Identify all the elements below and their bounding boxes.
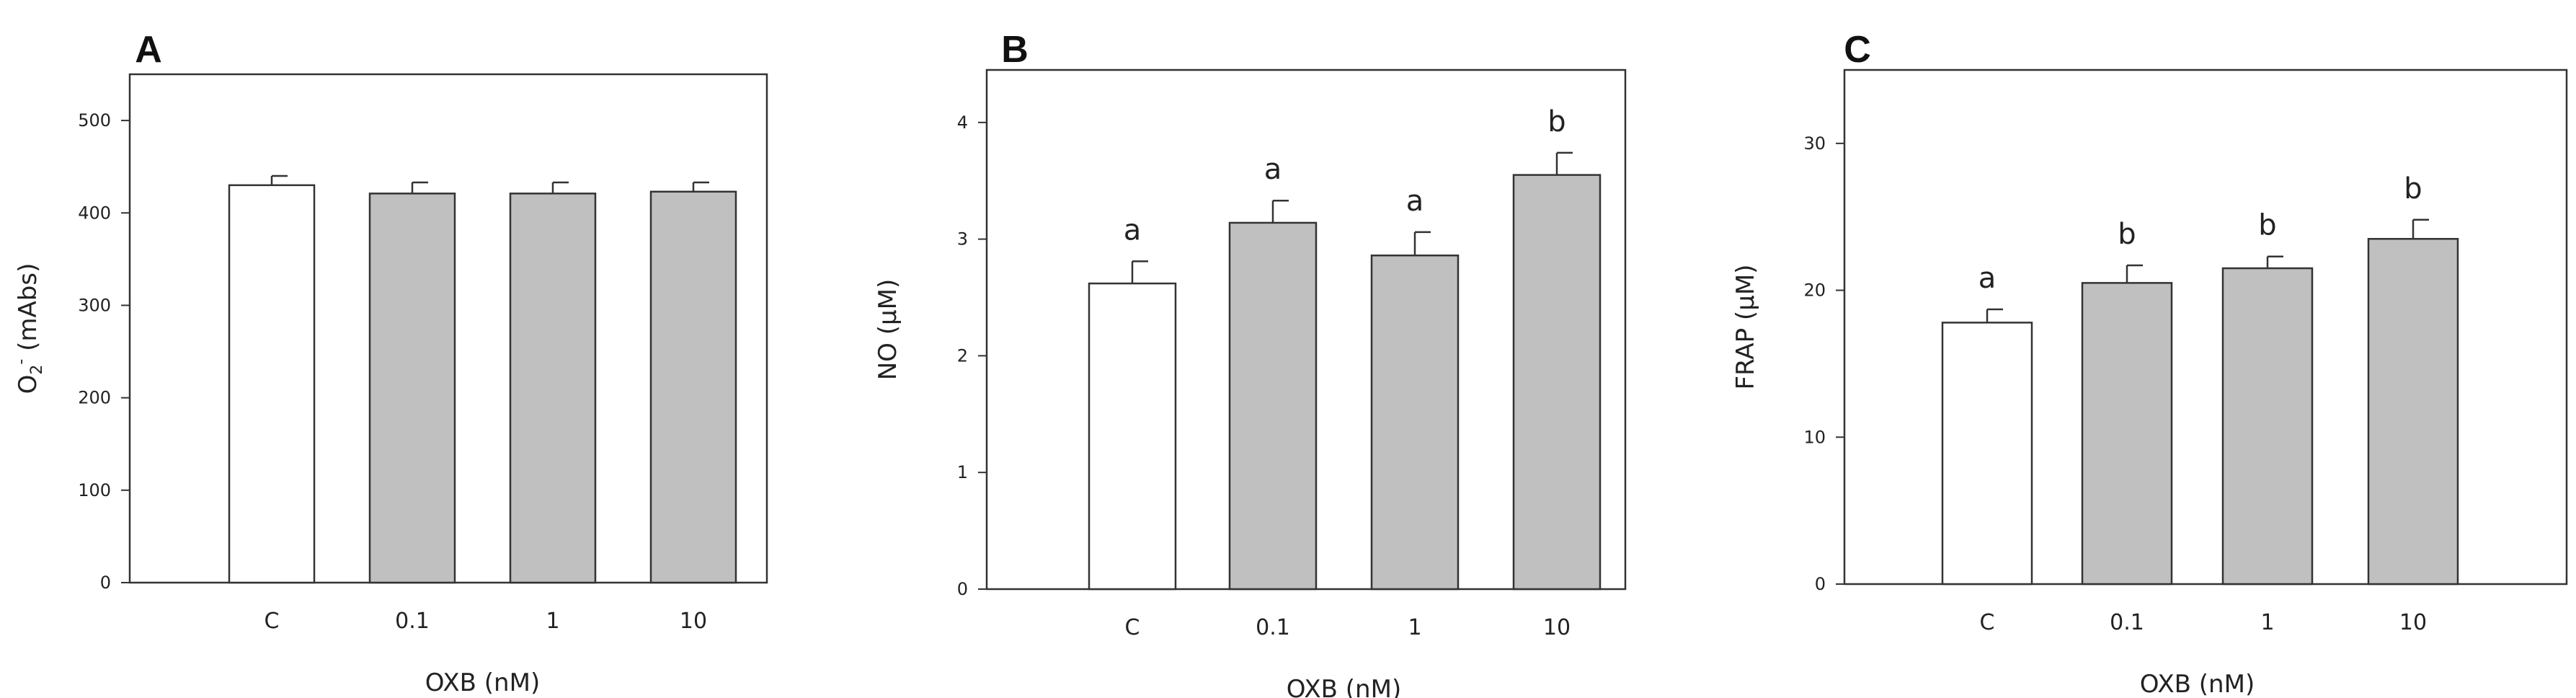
y-tick-label: 400 — [78, 203, 111, 223]
panel-c-chart: C 0 10 20 30 Ca 0.1 b 1 b 10 b OXB (nM) FRAP (µM) — [1731, 29, 2568, 698]
significance-label: a — [1406, 185, 1424, 218]
y-tick-label: 30 — [1803, 133, 1826, 154]
significance-label: a — [1124, 213, 1142, 247]
x-tick-label: 0.1 — [1256, 615, 1290, 640]
bar — [2081, 282, 2173, 586]
panel-a-chart: A 0 100 200 300 400 500 C 0.1 1 10 OXB (nM) O2- (mAb… — [12, 29, 768, 697]
panel-b-chart: B 0 1 2 3 4 Ca 0.1 a 1 a 10 b OXB (nM) NO (µM) — [874, 29, 1627, 698]
significance-label: a — [1978, 262, 1997, 295]
bar — [649, 190, 737, 584]
y-tick-label: 200 — [78, 388, 111, 408]
y-tick-label: 4 — [957, 112, 968, 133]
x-axis-label: OXB (nM) — [425, 668, 540, 697]
x-tick-label: 1 — [1408, 615, 1421, 640]
panel-letter: B — [1001, 29, 1029, 71]
y-tick-label: 100 — [78, 480, 111, 500]
x-tick-label: 10 — [2399, 610, 2427, 635]
x-tick-label: 10 — [1543, 615, 1571, 640]
x-axis-label: OXB (nM) — [2140, 670, 2255, 698]
y-tick-label: 3 — [957, 229, 968, 249]
plot-frame — [1843, 69, 2568, 586]
significance-label: b — [2258, 209, 2276, 242]
panel-letter: A — [135, 29, 162, 71]
significance-label: a — [1264, 153, 1282, 186]
x-tick-label: C — [1980, 610, 1995, 635]
bar — [368, 193, 456, 584]
bar — [1088, 282, 1177, 591]
x-axis-label: OXB (nM) — [1287, 675, 1401, 698]
y-tick-label: 1 — [957, 462, 968, 482]
significance-label: b — [2404, 172, 2422, 206]
y-tick-label: 0 — [100, 573, 111, 593]
y-tick-label: 0 — [1815, 574, 1826, 594]
y-tick-label: 2 — [957, 345, 968, 366]
x-tick-label: 10 — [680, 609, 707, 634]
x-tick-label: C — [1125, 615, 1140, 640]
y-axis-label: O2- (mAbs) — [12, 263, 46, 394]
bar — [1228, 221, 1318, 591]
bar — [2367, 238, 2459, 586]
y-axis-label: FRAP (µM) — [1731, 265, 1760, 390]
x-tick-label: 0.1 — [2110, 610, 2144, 635]
bar — [1512, 174, 1602, 591]
y-tick-label: 500 — [78, 110, 111, 131]
y-tick-label: 10 — [1803, 427, 1826, 447]
bar — [509, 193, 597, 584]
x-tick-label: 1 — [2260, 610, 2274, 635]
bar — [1370, 255, 1460, 591]
x-tick-label: 0.1 — [395, 609, 430, 634]
significance-label: b — [1547, 105, 1565, 138]
panel-letter: C — [1844, 29, 1871, 71]
y-tick-label: 300 — [78, 295, 111, 315]
y-tick-label: 20 — [1803, 280, 1826, 301]
x-tick-label: C — [265, 609, 280, 634]
bar — [1941, 322, 2033, 586]
significance-label: b — [2118, 218, 2136, 251]
y-axis-label: NO (µM) — [874, 279, 902, 381]
bar — [228, 184, 316, 584]
y-tick-label: 0 — [957, 579, 968, 599]
x-tick-label: 1 — [546, 609, 559, 634]
bar — [2221, 267, 2314, 586]
